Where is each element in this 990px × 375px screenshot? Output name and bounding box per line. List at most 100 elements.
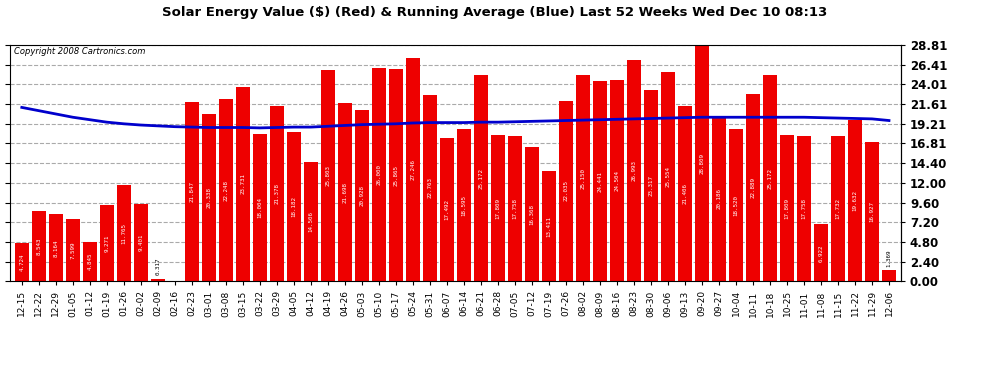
- Text: 23.731: 23.731: [241, 174, 246, 195]
- Text: 25.150: 25.150: [580, 168, 585, 189]
- Text: 21.406: 21.406: [682, 183, 687, 204]
- Text: 27.246: 27.246: [411, 159, 416, 180]
- Text: 8.543: 8.543: [37, 237, 42, 255]
- Text: 7.599: 7.599: [70, 242, 75, 259]
- Bar: [762, 75, 777, 281]
- Bar: [389, 69, 403, 281]
- Bar: [576, 75, 590, 281]
- Bar: [338, 104, 352, 281]
- Text: 22.889: 22.889: [750, 177, 755, 198]
- Bar: [304, 162, 318, 281]
- Text: 25.554: 25.554: [665, 166, 670, 187]
- Text: 21.378: 21.378: [274, 183, 279, 204]
- Text: 17.492: 17.492: [445, 199, 449, 220]
- Text: 6.922: 6.922: [819, 244, 824, 262]
- Bar: [184, 102, 199, 281]
- Bar: [287, 132, 301, 281]
- Bar: [202, 114, 216, 281]
- Text: 17.732: 17.732: [836, 198, 841, 219]
- Bar: [882, 270, 896, 281]
- Text: 13.411: 13.411: [546, 216, 551, 237]
- Text: 22.763: 22.763: [428, 177, 433, 198]
- Bar: [491, 135, 505, 281]
- Text: 22.248: 22.248: [224, 180, 229, 201]
- Text: 17.809: 17.809: [784, 198, 789, 219]
- Text: 22.035: 22.035: [563, 180, 568, 201]
- Bar: [150, 279, 165, 281]
- Text: 17.758: 17.758: [802, 198, 807, 219]
- Bar: [269, 106, 284, 281]
- Text: 28.809: 28.809: [700, 153, 705, 174]
- Bar: [354, 110, 369, 281]
- Text: 9.401: 9.401: [139, 234, 144, 252]
- Text: 16.368: 16.368: [530, 204, 535, 225]
- Text: 18.595: 18.595: [461, 195, 466, 216]
- Bar: [15, 243, 29, 281]
- Bar: [814, 225, 829, 281]
- Bar: [49, 214, 63, 281]
- Bar: [371, 68, 386, 281]
- Bar: [219, 99, 233, 281]
- Text: Copyright 2008 Cartronics.com: Copyright 2008 Cartronics.com: [14, 47, 146, 56]
- Bar: [525, 147, 540, 281]
- Bar: [847, 120, 862, 281]
- Text: 25.803: 25.803: [326, 165, 331, 186]
- Bar: [660, 72, 675, 281]
- Text: 23.317: 23.317: [648, 175, 653, 196]
- Text: 1.369: 1.369: [886, 249, 892, 267]
- Text: 17.758: 17.758: [513, 198, 518, 219]
- Text: 4.845: 4.845: [87, 253, 92, 270]
- Text: 21.698: 21.698: [343, 182, 347, 203]
- Text: 20.338: 20.338: [206, 188, 211, 209]
- Bar: [65, 219, 80, 281]
- Text: 25.172: 25.172: [478, 168, 483, 189]
- Text: 11.765: 11.765: [122, 222, 127, 243]
- Bar: [558, 100, 573, 281]
- Bar: [678, 106, 692, 281]
- Bar: [831, 136, 845, 281]
- Bar: [252, 134, 267, 281]
- Bar: [440, 138, 454, 281]
- Bar: [134, 204, 148, 281]
- Text: 16.927: 16.927: [869, 201, 874, 222]
- Bar: [610, 80, 624, 281]
- Text: 14.506: 14.506: [308, 211, 314, 232]
- Text: 25.172: 25.172: [767, 168, 772, 189]
- Bar: [542, 171, 556, 281]
- Bar: [644, 90, 658, 281]
- Bar: [865, 142, 879, 281]
- Bar: [627, 60, 642, 281]
- Text: 18.520: 18.520: [734, 195, 739, 216]
- Text: 20.928: 20.928: [359, 185, 364, 206]
- Text: 0.317: 0.317: [155, 258, 160, 275]
- Text: 26.993: 26.993: [632, 160, 637, 181]
- Text: Solar Energy Value ($) (Red) & Running Average (Blue) Last 52 Weeks Wed Dec 10 0: Solar Energy Value ($) (Red) & Running A…: [162, 6, 828, 19]
- Text: 21.847: 21.847: [189, 181, 194, 202]
- Bar: [236, 87, 250, 281]
- Bar: [456, 129, 471, 281]
- Text: 18.182: 18.182: [291, 196, 296, 217]
- Text: 24.441: 24.441: [597, 171, 603, 192]
- Text: 8.164: 8.164: [53, 239, 58, 256]
- Bar: [100, 205, 114, 281]
- Bar: [712, 116, 727, 281]
- Bar: [473, 75, 488, 281]
- Bar: [780, 135, 794, 281]
- Bar: [423, 94, 438, 281]
- Bar: [797, 136, 811, 281]
- Text: 18.004: 18.004: [257, 197, 262, 218]
- Bar: [406, 58, 420, 281]
- Text: 24.504: 24.504: [615, 170, 620, 191]
- Text: 9.271: 9.271: [104, 234, 109, 252]
- Text: 25.865: 25.865: [393, 165, 398, 186]
- Bar: [321, 70, 335, 281]
- Text: 4.724: 4.724: [19, 253, 25, 271]
- Bar: [729, 129, 743, 281]
- Bar: [117, 185, 131, 281]
- Bar: [695, 45, 709, 281]
- Bar: [593, 81, 607, 281]
- Bar: [508, 136, 522, 281]
- Bar: [82, 242, 97, 281]
- Bar: [32, 211, 46, 281]
- Text: 17.809: 17.809: [495, 198, 500, 219]
